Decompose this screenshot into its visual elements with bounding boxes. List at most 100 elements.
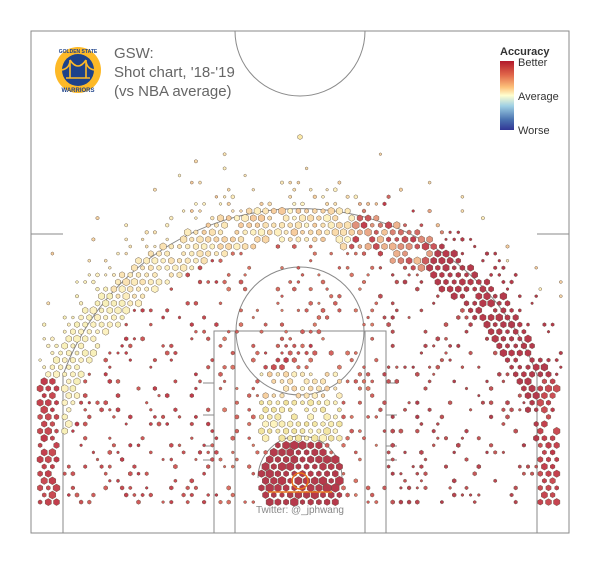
shot-hexbin xyxy=(136,386,141,391)
shot-hexbin xyxy=(421,242,430,251)
shot-hexbin xyxy=(439,243,445,250)
shot-hexbin xyxy=(294,476,303,486)
shot-hexbin xyxy=(295,221,302,230)
shot-hexbin xyxy=(311,476,319,486)
shot-hexbin xyxy=(344,235,351,243)
shot-hexbin xyxy=(323,454,331,465)
shot-hexbin xyxy=(436,436,440,440)
shot-hexbin xyxy=(403,265,407,271)
shot-hexbin xyxy=(517,364,522,370)
shot-hexbin xyxy=(354,492,358,498)
shot-hexbin xyxy=(320,491,326,499)
shot-hexbin xyxy=(364,242,372,251)
shot-hexbin xyxy=(46,485,51,491)
shot-hexbin xyxy=(317,273,321,277)
shot-hexbin xyxy=(177,415,182,419)
shot-hexbin xyxy=(328,462,335,471)
shot-hexbin xyxy=(323,213,331,223)
shot-hexbin xyxy=(217,243,224,250)
shot-hexbin xyxy=(269,447,278,457)
shot-hexbin xyxy=(278,461,286,472)
shot-hexbin xyxy=(226,499,231,505)
shot-hexbin xyxy=(50,407,55,413)
shot-hexbin xyxy=(328,350,334,356)
shot-hexbin xyxy=(65,335,72,343)
shot-hexbin xyxy=(262,235,270,244)
shot-hexbin xyxy=(432,443,436,448)
shot-hexbin xyxy=(169,485,174,491)
shot-hexbin xyxy=(506,287,509,291)
shot-hexbin xyxy=(312,407,317,413)
shot-hexbin xyxy=(168,257,175,265)
shot-hexbin xyxy=(337,265,341,270)
shot-hexbin xyxy=(324,399,330,407)
shot-hexbin xyxy=(78,328,84,335)
shot-hexbin xyxy=(538,442,543,448)
shot-hexbin xyxy=(116,251,120,256)
shot-hexbin xyxy=(83,407,87,412)
shot-hexbin xyxy=(358,400,362,405)
shot-hexbin xyxy=(287,222,293,229)
shot-hexbin xyxy=(518,408,522,412)
shot-hexbin xyxy=(481,258,485,263)
shot-hexbin xyxy=(190,180,194,185)
shot-hexbin xyxy=(45,398,52,407)
shot-hexbin xyxy=(323,426,331,436)
shot-hexbin xyxy=(366,201,370,207)
shot-hexbin xyxy=(489,386,494,391)
shot-hexbin xyxy=(128,443,133,448)
shot-hexbin xyxy=(335,475,344,486)
shot-hexbin xyxy=(282,484,290,492)
shot-hexbin xyxy=(148,278,154,286)
shot-hexbin xyxy=(214,450,219,455)
shot-hexbin xyxy=(541,378,547,385)
shot-hexbin xyxy=(278,420,286,428)
shot-hexbin xyxy=(460,307,465,313)
shot-hexbin xyxy=(382,400,387,406)
shot-hexbin xyxy=(42,492,47,498)
shot-hexbin xyxy=(227,329,231,334)
shot-hexbin xyxy=(472,314,478,321)
shot-hexbin xyxy=(550,407,555,413)
shot-hexbin xyxy=(423,471,428,477)
shot-hexbin xyxy=(403,478,407,483)
shot-hexbin xyxy=(210,457,215,462)
shot-hexbin xyxy=(284,329,288,334)
shot-hexbin xyxy=(537,498,544,506)
shot-hexbin xyxy=(329,251,333,256)
chart-title: GSW: xyxy=(114,45,154,62)
shot-hexbin xyxy=(156,264,162,271)
shot-hexbin xyxy=(435,223,440,228)
shot-hexbin xyxy=(345,265,350,270)
shot-hexbin xyxy=(243,286,248,292)
shot-hexbin xyxy=(316,229,322,236)
shot-hexbin xyxy=(435,264,441,271)
shot-hexbin xyxy=(447,285,454,293)
shot-hexbin xyxy=(274,498,282,506)
shot-hexbin xyxy=(173,350,178,356)
shot-hexbin xyxy=(308,343,313,349)
shot-hexbin xyxy=(476,464,481,470)
shot-hexbin xyxy=(74,364,80,371)
shot-hexbin xyxy=(298,440,307,450)
shot-hexbin xyxy=(505,372,510,377)
shot-hexbin xyxy=(255,222,260,229)
shot-hexbin xyxy=(159,242,167,251)
shot-hexbin xyxy=(451,279,457,285)
shot-hexbin xyxy=(108,365,112,369)
shot-hexbin xyxy=(173,478,178,483)
shot-hexbin xyxy=(516,349,523,357)
shot-hexbin xyxy=(265,497,274,507)
shot-hexbin xyxy=(407,485,412,491)
shot-hexbin xyxy=(386,450,391,455)
shot-hexbin xyxy=(78,342,84,350)
shot-hexbin xyxy=(308,286,313,292)
shot-hexbin xyxy=(300,371,305,378)
shot-hexbin xyxy=(180,235,188,244)
shot-hexbin xyxy=(444,336,448,341)
shot-hexbin xyxy=(198,209,202,213)
shot-hexbin xyxy=(558,350,563,356)
shot-hexbin xyxy=(53,370,60,379)
shot-hexbin xyxy=(202,471,206,476)
shot-hexbin xyxy=(460,251,464,256)
